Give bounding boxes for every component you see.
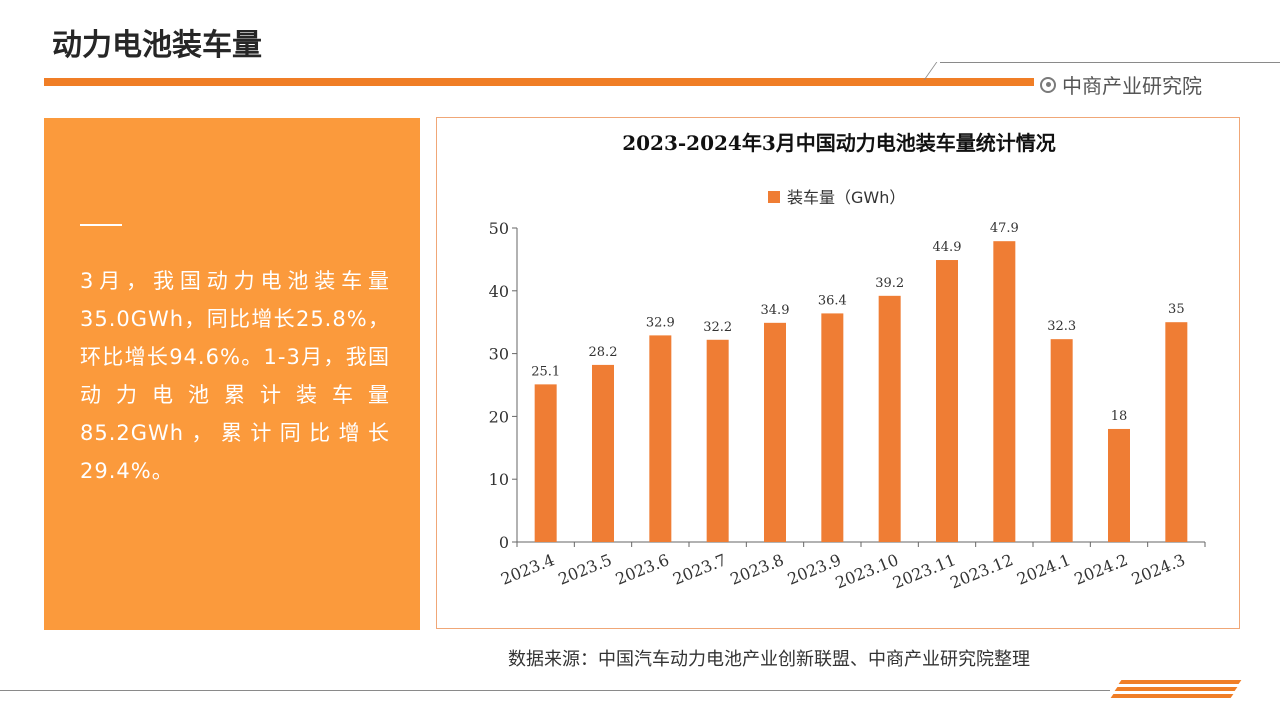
bar-data-label: 47.9	[990, 221, 1019, 236]
bar	[706, 339, 729, 542]
x-tick-label: 2023.12	[947, 550, 1015, 592]
bar-data-label: 18	[1111, 409, 1128, 424]
x-tick-label: 2023.11	[890, 550, 958, 592]
bar-data-label: 35	[1168, 302, 1185, 317]
footer-rule	[0, 690, 1110, 691]
bar	[649, 335, 672, 542]
bar	[1165, 322, 1188, 542]
bar	[764, 322, 786, 542]
bar	[1050, 339, 1073, 542]
x-tick-label: 2023.10	[833, 550, 901, 592]
x-tick-label: 2023.6	[613, 550, 672, 589]
x-tick-label: 2023.4	[498, 550, 557, 589]
y-tick-label: 0	[499, 533, 509, 552]
bar	[821, 313, 844, 542]
bar-data-label: 32.9	[646, 315, 675, 330]
x-tick-label: 2023.5	[555, 550, 614, 589]
x-tick-label: 2023.7	[670, 550, 729, 589]
brand-logo: 中商产业研究院	[1040, 70, 1202, 99]
legend-swatch	[768, 191, 780, 203]
header-rule	[940, 62, 1280, 63]
bar-data-label: 32.3	[1047, 319, 1076, 334]
bar-data-label: 32.2	[703, 320, 732, 335]
bar-chart: 2023-2024年3月中国动力电池装车量统计情况 装车量（GWh） 0 10 20…	[489, 131, 1206, 592]
bar-data-label: 25.1	[531, 364, 560, 379]
y-tick-label: 50	[489, 219, 509, 238]
footer-stripe	[1114, 687, 1238, 691]
chart-frame: 2023-2024年3月中国动力电池装车量统计情况 装车量（GWh） 0 10 20…	[436, 117, 1240, 629]
page-title: 动力电池装车量	[52, 28, 262, 63]
y-tick-label: 40	[489, 282, 509, 301]
x-tick-label: 2023.8	[727, 550, 786, 589]
brand-circle-icon	[1040, 76, 1056, 93]
source-note: 数据来源：中国汽车动力电池产业创新联盟、中商产业研究院整理	[508, 649, 1030, 670]
x-tick-label: 2024.1	[1014, 550, 1073, 589]
x-tick-label: 2024.2	[1071, 550, 1130, 589]
footer-stripe	[1118, 680, 1242, 684]
legend-label: 装车量（GWh）	[787, 188, 905, 207]
summary-divider	[80, 224, 122, 226]
bar	[878, 295, 901, 542]
bar	[936, 260, 958, 542]
bar	[993, 241, 1016, 543]
bar	[592, 364, 614, 542]
bar-data-label: 34.9	[761, 303, 790, 318]
bar-data-label: 36.4	[818, 293, 847, 308]
x-tick-label: 2024.3	[1129, 550, 1188, 589]
bar	[534, 384, 557, 542]
y-tick-label: 10	[489, 470, 509, 489]
bar-data-label: 44.9	[933, 240, 962, 255]
bar-data-label: 39.2	[875, 276, 904, 291]
y-tick-label: 20	[489, 407, 509, 426]
chart-bars: 25.1 28.2 32.9 32.2 34.9 36.4 39.2 44.9 47.9 32.3…	[531, 221, 1188, 543]
chart-title: 2023-2024年3月中国动力电池装车量统计情况	[622, 131, 1056, 155]
bar-data-label: 28.2	[589, 345, 618, 360]
summary-panel	[44, 118, 420, 630]
y-tick-label: 30	[489, 345, 509, 364]
bar	[1108, 428, 1130, 542]
footer-stripe	[1110, 694, 1234, 698]
summary-text: 3月，我国动力电池装车量35.0GWh，同比增长25.8%，环比增长94.6%。…	[80, 269, 390, 483]
title-underline-bar	[44, 78, 1034, 86]
brand-name: 中商产业研究院	[1062, 74, 1202, 98]
